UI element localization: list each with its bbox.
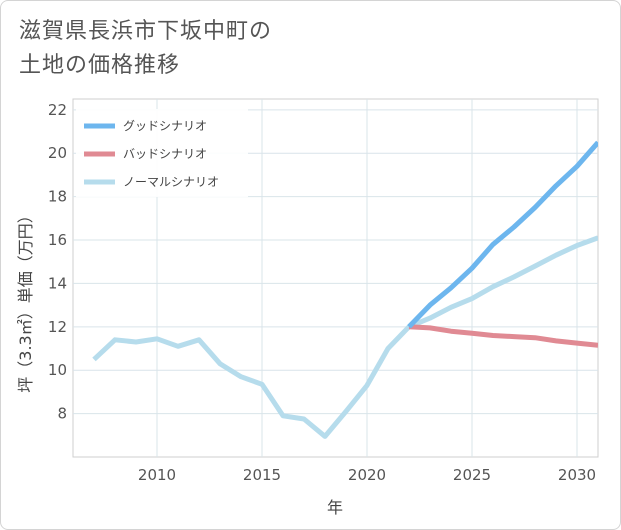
- x-tick-label: 2025: [453, 466, 491, 484]
- legend-label-0: グッドシナリオ: [123, 119, 207, 133]
- x-tick-label: 2030: [558, 466, 596, 484]
- y-tick-label: 14: [48, 274, 67, 292]
- y-tick-label: 20: [48, 144, 67, 162]
- y-tick-label: 12: [48, 318, 67, 336]
- series-line-1: [408, 324, 598, 348]
- tick-labels: 2010 2015 2020 2025 2030 8 10 12 14 16 18 20 22: [48, 101, 596, 484]
- grid: [73, 99, 598, 457]
- x-tick-label: 2015: [243, 466, 281, 484]
- y-tick-label: 8: [57, 405, 67, 423]
- series-line-0: [407, 140, 598, 329]
- y-tick-label: 18: [48, 188, 67, 206]
- chart-title-line2: 土地の価格推移: [19, 53, 181, 78]
- legend-label-2: ノーマルシナリオ: [123, 175, 219, 189]
- x-axis-label: 年: [327, 498, 343, 517]
- chart-title-line1: 滋賀県長浜市下坂中町の: [19, 19, 273, 44]
- y-tick-label: 16: [48, 231, 67, 249]
- series-line-2: [92, 235, 598, 439]
- x-tick-label: 2010: [138, 466, 176, 484]
- legend-label-1: バッドシナリオ: [123, 147, 207, 161]
- y-axis-label: 坪（3.3㎡）単価（万円）: [16, 207, 35, 392]
- y-tick-label: 22: [48, 101, 67, 119]
- chart-title: 滋賀県長浜市下坂中町の 土地の価格推移: [19, 15, 272, 83]
- y-tick-label: 10: [48, 361, 67, 379]
- series-lines: [92, 140, 598, 439]
- x-tick-label: 2020: [348, 466, 386, 484]
